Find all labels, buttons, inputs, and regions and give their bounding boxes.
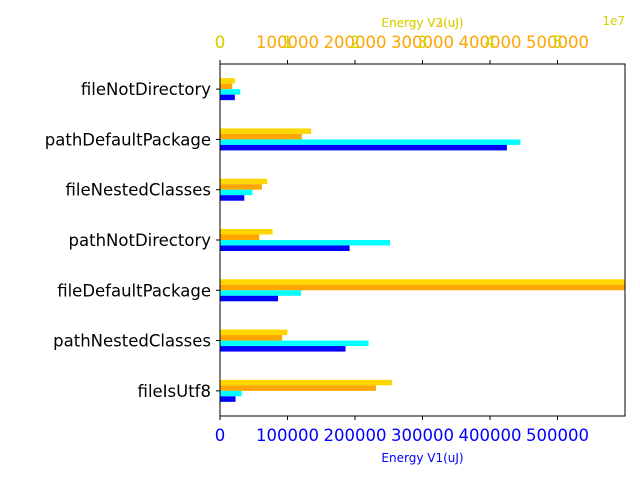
- top-tick-label-5: 5: [552, 33, 563, 52]
- bar-middle_axis-s0-fileDefaultPackage: [220, 284, 625, 291]
- top-tick-label-1: 1: [282, 33, 293, 52]
- bar-top_axis-s0-fileDefaultPackage: [220, 279, 625, 285]
- axes-layer: [216, 60, 626, 420]
- middle-tick-label-4: 400000: [459, 33, 522, 52]
- bar-bottom_axis-s1-fileIsUtf8: [220, 390, 242, 397]
- category-label-fileNestedClasses: fileNestedClasses: [66, 181, 211, 200]
- bar-top_axis-s0-pathDefaultPackage: [220, 128, 312, 134]
- category-label-fileIsUtf8: fileIsUtf8: [138, 382, 211, 401]
- category-label-pathNestedClasses: pathNestedClasses: [53, 332, 211, 351]
- bar-middle_axis-s0-pathNotDirectory: [220, 234, 260, 240]
- category-label-fileNotDirectory: fileNotDirectory: [81, 80, 211, 99]
- category-label-pathNotDirectory: pathNotDirectory: [69, 231, 212, 250]
- bottom-tick-label-4: 400000: [459, 426, 522, 445]
- top-tick-label-4: 4: [485, 33, 496, 52]
- bar-top_axis-s0-pathNestedClasses: [220, 329, 288, 336]
- middle-axis-label: Energy V2(uJ): [381, 16, 463, 30]
- bar-bottom_axis-s1-pathNotDirectory: [220, 240, 391, 246]
- bar-bottom_axis-s1-fileDefaultPackage: [220, 290, 301, 296]
- bottom-axis-label: Energy V1(uJ): [381, 451, 463, 465]
- middle-tick-label-0: 0: [215, 33, 226, 52]
- top-tick-label-3: 3: [417, 33, 428, 52]
- bar-bottom_axis-s1-pathDefaultPackage: [220, 139, 521, 145]
- bar-bottom_axis-s0-fileNestedClasses: [220, 195, 245, 201]
- bottom-tick-label-3: 300000: [391, 426, 454, 445]
- bar-middle_axis-s0-pathNestedClasses: [220, 335, 283, 341]
- bar-top_axis-s0-fileNestedClasses: [220, 178, 268, 185]
- bar-middle_axis-s0-fileNestedClasses: [220, 184, 262, 190]
- middle-tick-label-3: 300000: [391, 33, 454, 52]
- labels-layer: fileNotDirectory pathDefaultPackage fileNe…: [45, 14, 625, 465]
- middle-tick-label-1: 100000: [256, 33, 319, 52]
- middle-tick-label-5: 500000: [526, 33, 589, 52]
- bar-top_axis-s0-pathNotDirectory: [220, 229, 273, 235]
- bottom-tick-label-0: 0: [215, 426, 226, 445]
- category-label-pathDefaultPackage: pathDefaultPackage: [45, 130, 211, 149]
- top-axis-label: Energy V3(uJ): [381, 16, 463, 30]
- bar-top_axis-s0-fileIsUtf8: [220, 379, 393, 386]
- bars-layer: [220, 78, 625, 402]
- bar-middle_axis-s0-pathDefaultPackage: [220, 133, 302, 140]
- bar-middle_axis-s0-fileIsUtf8: [220, 385, 376, 391]
- bar-top_axis-s0-fileNotDirectory: [220, 78, 235, 84]
- category-label-fileDefaultPackage: fileDefaultPackage: [57, 281, 211, 300]
- bar-bottom_axis-s0-pathNestedClasses: [220, 346, 346, 352]
- middle-tick-label-2: 200000: [324, 33, 387, 52]
- bar-bottom_axis-s0-fileIsUtf8: [220, 396, 236, 402]
- top-axis-offset-label: 1e7: [602, 14, 625, 28]
- bar-bottom_axis-s0-pathDefaultPackage: [220, 144, 507, 151]
- bar-bottom_axis-s1-pathNestedClasses: [220, 340, 369, 347]
- bar-middle_axis-s0-fileNotDirectory: [220, 83, 233, 90]
- bar-bottom_axis-s0-fileNotDirectory: [220, 94, 235, 101]
- bar-bottom_axis-s0-fileDefaultPackage: [220, 295, 279, 302]
- bar-bottom_axis-s0-pathNotDirectory: [220, 245, 350, 251]
- bar-bottom_axis-s1-fileNotDirectory: [220, 89, 241, 95]
- top-tick-label-0: 0: [215, 33, 226, 52]
- top-tick-label-2: 2: [350, 33, 361, 52]
- bottom-tick-label-1: 100000: [256, 426, 319, 445]
- bottom-tick-label-2: 200000: [324, 426, 387, 445]
- bottom-tick-label-5: 500000: [526, 426, 589, 445]
- bar-bottom_axis-s1-fileNestedClasses: [220, 189, 253, 196]
